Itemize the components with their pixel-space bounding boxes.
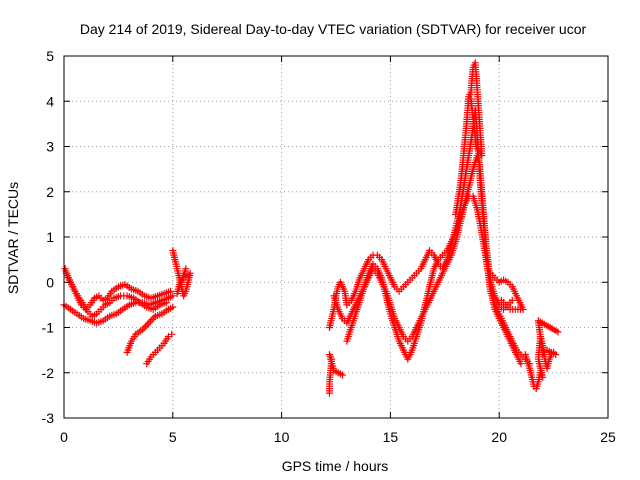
data-point — [554, 328, 562, 336]
x-tick-label: 15 — [383, 429, 399, 445]
y-tick-label: -3 — [42, 410, 55, 426]
data-point — [148, 316, 156, 324]
grid — [64, 56, 608, 418]
series-peak-tops — [452, 59, 486, 218]
y-tick-label: -2 — [42, 365, 55, 381]
data-point — [146, 317, 154, 325]
x-tick-label: 25 — [600, 429, 616, 445]
y-tick-label: 4 — [46, 93, 54, 109]
x-axis-label: GPS time / hours — [282, 458, 389, 474]
series-track-d — [123, 303, 177, 356]
x-tick-label: 10 — [274, 429, 290, 445]
data-point — [140, 324, 148, 332]
y-axis-label: SDTVAR / TECUs — [5, 182, 21, 294]
data-point — [145, 319, 153, 327]
data-point — [497, 296, 505, 304]
series-track-e — [143, 330, 176, 368]
data-point — [167, 287, 175, 295]
data-point — [467, 95, 475, 103]
data-point — [182, 265, 190, 273]
data-point — [142, 322, 150, 330]
data-point — [143, 321, 151, 329]
data-point — [508, 296, 516, 304]
data-point — [339, 371, 347, 379]
series-track-k — [486, 269, 527, 313]
data-points — [60, 59, 562, 397]
x-tick-label: 0 — [60, 429, 68, 445]
x-tick-label: 20 — [491, 429, 507, 445]
data-point — [138, 326, 146, 334]
y-tick-label: 0 — [46, 274, 54, 290]
axis-ticks: 0 5 10 15 20 25 -3 -2 -1 0 1 2 3 4 5 — [42, 48, 616, 445]
series-track-j — [343, 192, 525, 368]
data-point — [169, 303, 177, 311]
series-track-g — [325, 351, 347, 397]
data-point — [517, 360, 525, 368]
y-tick-label: 3 — [46, 139, 54, 155]
y-tick-label: 2 — [46, 184, 54, 200]
y-tick-label: 1 — [46, 229, 54, 245]
data-point — [169, 292, 177, 300]
x-tick-label: 5 — [169, 429, 177, 445]
data-point — [150, 314, 158, 322]
series-track-c — [62, 269, 170, 320]
y-tick-label: 5 — [46, 48, 54, 64]
series-track-l — [521, 317, 562, 393]
chart-title: Day 214 of 2019, Sidereal Day-to-day VTE… — [80, 21, 587, 37]
data-point — [162, 299, 170, 307]
y-tick-label: -1 — [42, 320, 55, 336]
series-track-f — [169, 247, 194, 300]
data-point — [168, 330, 176, 338]
